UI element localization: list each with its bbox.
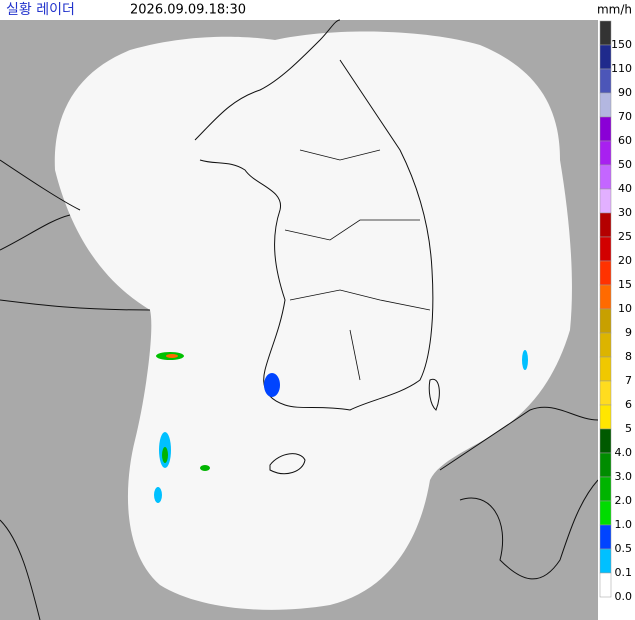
jeju xyxy=(269,453,306,475)
legend-label: 30 xyxy=(618,206,632,219)
japan-coast xyxy=(0,406,599,620)
legend-label: 8 xyxy=(625,350,632,363)
legend-swatch xyxy=(599,140,612,166)
legend-label: 1.0 xyxy=(615,518,633,531)
coverage-area xyxy=(54,31,572,610)
legend-swatch xyxy=(599,332,612,358)
legend-swatch xyxy=(599,524,612,550)
legend-swatch xyxy=(599,236,612,262)
legend-label: 25 xyxy=(618,230,632,243)
header-bar xyxy=(0,0,635,20)
legend-label: 2.0 xyxy=(615,494,633,507)
legend-swatch xyxy=(599,212,612,238)
legend-label: 10 xyxy=(618,302,632,315)
echo xyxy=(154,487,162,503)
legend-label: 60 xyxy=(618,134,632,147)
legend: 150 110 90 70 60 50 40 30 25 20 15 10 9 8 7 6 5 4.0 3.0 2.0… xyxy=(598,20,635,620)
echo xyxy=(522,350,528,370)
echo xyxy=(264,373,280,397)
tsushima xyxy=(428,378,440,411)
echo xyxy=(166,354,178,358)
legend-swatch xyxy=(599,572,612,598)
legend-label: 7 xyxy=(625,374,632,387)
china-coast xyxy=(0,159,151,311)
echo xyxy=(200,465,210,471)
peninsula xyxy=(194,19,434,411)
legend-swatch xyxy=(599,428,612,454)
legend-label: 70 xyxy=(618,110,632,123)
legend-swatch xyxy=(599,20,612,46)
unit: mm/h xyxy=(597,3,632,17)
legend-swatch xyxy=(599,356,612,382)
legend-label: 20 xyxy=(618,254,632,267)
legend-swatch xyxy=(599,476,612,502)
legend-swatch xyxy=(599,500,612,526)
legend-swatch xyxy=(599,404,612,430)
legend-label: 4.0 xyxy=(615,446,633,459)
legend-label: 0.0 xyxy=(615,590,633,603)
legend-swatch xyxy=(599,116,612,142)
legend-swatch xyxy=(599,188,612,214)
legend-label: 90 xyxy=(618,86,632,99)
legend-swatch xyxy=(599,548,612,574)
legend-swatch xyxy=(599,308,612,334)
legend-swatch xyxy=(599,44,612,70)
legend-swatch xyxy=(599,260,612,286)
echo xyxy=(162,447,168,463)
legend-swatch xyxy=(599,380,612,406)
echoes xyxy=(154,350,528,503)
legend-label: 6 xyxy=(625,398,632,411)
title: 실황 레이더 xyxy=(6,2,75,18)
legend-label: 5 xyxy=(625,422,632,435)
timestamp: 2026.09.09.18:30 xyxy=(130,3,246,18)
coastlines xyxy=(0,19,599,620)
legend-label: 15 xyxy=(618,278,632,291)
legend-label: 150 xyxy=(611,38,632,51)
legend-label: 0.1 xyxy=(615,566,633,579)
legend-label: 3.0 xyxy=(615,470,633,483)
legend-label: 40 xyxy=(618,182,632,195)
legend-swatch xyxy=(599,68,612,94)
legend-label: 9 xyxy=(625,326,632,339)
boundaries xyxy=(284,149,431,381)
legend-swatch xyxy=(599,164,612,190)
legend-label: 50 xyxy=(618,158,632,171)
legend-swatch xyxy=(599,452,612,478)
legend-swatch xyxy=(599,284,612,310)
legend-swatch xyxy=(599,92,612,118)
legend-label: 110 xyxy=(611,62,632,75)
legend-label: 0.5 xyxy=(615,542,633,555)
